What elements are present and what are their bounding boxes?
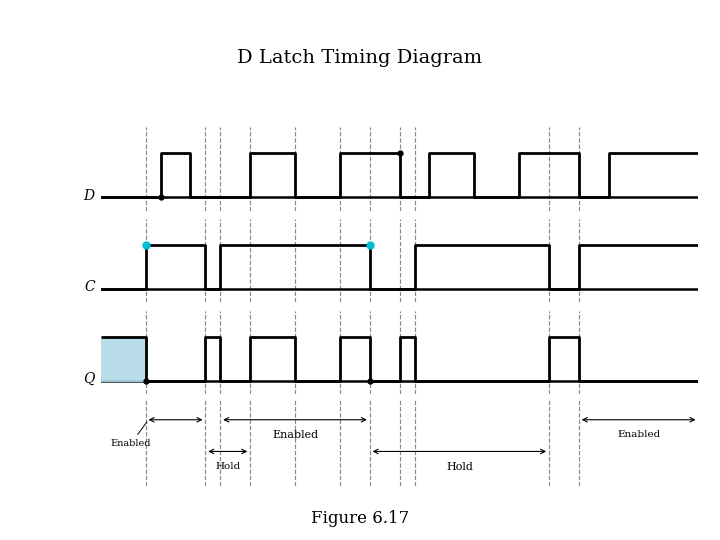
Text: D Latch Timing Diagram: D Latch Timing Diagram [238,49,482,66]
Text: Q: Q [84,372,95,386]
Text: D: D [84,188,95,202]
Text: Enabled: Enabled [617,430,660,439]
Text: Enabled: Enabled [110,422,151,448]
Text: Figure 6.17: Figure 6.17 [311,510,409,527]
Text: Enabled: Enabled [272,430,318,440]
Text: Hold: Hold [215,462,240,470]
Text: Hold: Hold [446,462,473,471]
Text: C: C [84,280,95,294]
